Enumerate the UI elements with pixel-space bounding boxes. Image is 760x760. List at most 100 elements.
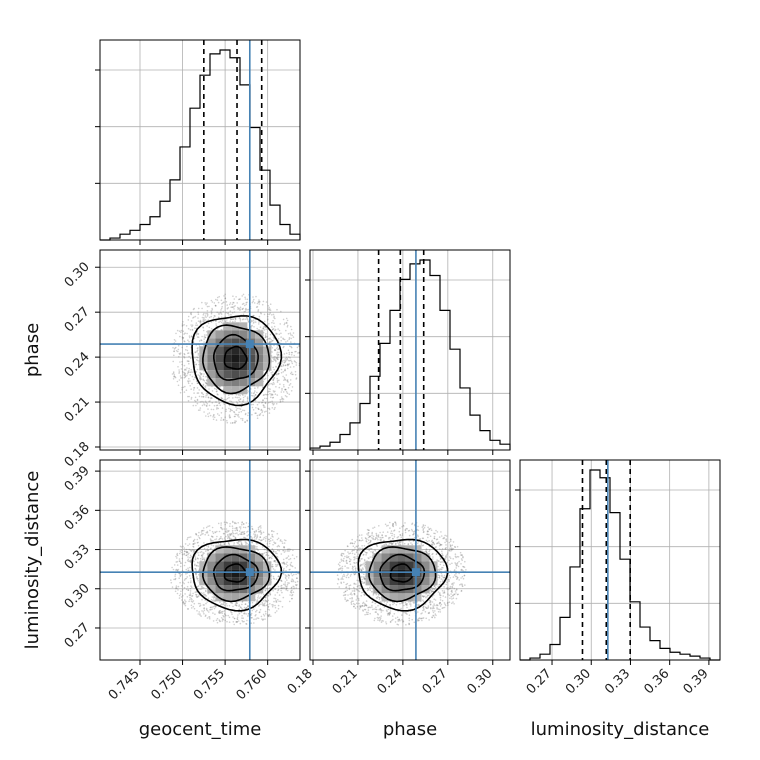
scatter-point bbox=[188, 336, 191, 339]
scatter-point bbox=[267, 608, 269, 610]
scatter-point bbox=[191, 586, 193, 589]
scatter-point bbox=[439, 592, 441, 594]
scatter-point bbox=[268, 408, 271, 411]
scatter-point bbox=[258, 321, 260, 323]
scatter-point bbox=[353, 588, 356, 590]
scatter-point bbox=[243, 533, 246, 535]
density-cell bbox=[247, 545, 256, 554]
scatter-point bbox=[411, 522, 414, 525]
scatter-point bbox=[284, 322, 286, 325]
scatter-point bbox=[262, 414, 265, 417]
scatter-point bbox=[251, 301, 254, 304]
scatter-point bbox=[275, 601, 278, 603]
scatter-point bbox=[271, 530, 273, 532]
scatter-point bbox=[427, 606, 430, 609]
scatter-point bbox=[211, 307, 213, 310]
scatter-point bbox=[363, 581, 366, 584]
scatter-point bbox=[204, 336, 207, 339]
scatter-point bbox=[428, 611, 431, 614]
scatter-point bbox=[272, 551, 275, 553]
scatter-point bbox=[280, 584, 283, 587]
scatter-point bbox=[262, 399, 264, 402]
scatter-point bbox=[417, 611, 419, 613]
scatter-point bbox=[275, 386, 277, 388]
scatter-point bbox=[285, 341, 287, 343]
scatter-point bbox=[345, 586, 348, 588]
scatter-point bbox=[178, 352, 181, 355]
scatter-point bbox=[440, 561, 443, 563]
scatter-point bbox=[282, 375, 284, 378]
scatter-point bbox=[439, 558, 442, 560]
x-tick-label: 0.760 bbox=[234, 666, 271, 703]
scatter-point bbox=[286, 589, 289, 592]
scatter-point bbox=[337, 568, 340, 571]
scatter-point bbox=[267, 393, 269, 396]
scatter-point bbox=[197, 320, 200, 323]
scatter-point bbox=[401, 533, 404, 535]
scatter-point bbox=[195, 533, 197, 535]
scatter-point bbox=[212, 414, 215, 417]
scatter-point bbox=[212, 536, 214, 538]
scatter-point bbox=[274, 561, 277, 563]
scatter-point bbox=[295, 350, 297, 353]
scatter-point bbox=[455, 588, 458, 590]
scatter-point bbox=[203, 609, 206, 611]
scatter-point bbox=[274, 406, 276, 409]
scatter-point bbox=[192, 371, 194, 374]
density-cell bbox=[223, 569, 232, 578]
scatter-point bbox=[222, 610, 224, 613]
density-cell bbox=[207, 354, 216, 363]
scatter-point bbox=[209, 538, 212, 540]
scatter-point bbox=[292, 373, 294, 376]
scatter-point bbox=[285, 586, 287, 588]
scatter-point bbox=[174, 590, 177, 593]
scatter-point bbox=[217, 399, 220, 402]
scatter-point bbox=[390, 542, 393, 545]
scatter-point bbox=[268, 340, 271, 343]
scatter-point bbox=[379, 531, 381, 534]
scatter-point bbox=[178, 330, 181, 333]
scatter-point bbox=[242, 396, 245, 399]
scatter-point bbox=[187, 352, 190, 354]
scatter-point bbox=[201, 592, 203, 595]
scatter-point bbox=[245, 541, 247, 544]
scatter-point bbox=[260, 615, 263, 618]
scatter-point bbox=[428, 550, 430, 553]
scatter-point bbox=[247, 615, 249, 617]
scatter-point bbox=[171, 586, 174, 588]
scatter-point bbox=[194, 396, 197, 399]
density-cell bbox=[255, 569, 264, 578]
scatter-point bbox=[349, 560, 351, 563]
scatter-point bbox=[242, 617, 244, 619]
scatter-point bbox=[347, 545, 349, 548]
scatter-point bbox=[220, 617, 223, 619]
scatter-point bbox=[178, 597, 181, 599]
scatter-point bbox=[454, 562, 456, 564]
scatter-point bbox=[282, 558, 285, 561]
scatter-point bbox=[437, 608, 440, 610]
scatter-point bbox=[399, 534, 402, 536]
density-cell bbox=[231, 593, 240, 602]
scatter-point bbox=[274, 606, 277, 609]
scatter-point bbox=[197, 336, 200, 339]
scatter-point bbox=[193, 316, 195, 319]
scatter-point bbox=[254, 533, 257, 536]
density-cell bbox=[397, 569, 406, 578]
scatter-point bbox=[250, 327, 253, 329]
scatter-point bbox=[421, 617, 424, 620]
scatter-point bbox=[285, 317, 288, 320]
scatter-point bbox=[224, 604, 226, 607]
density-cell bbox=[207, 362, 216, 371]
density-cell bbox=[223, 386, 232, 395]
scatter-point bbox=[198, 573, 200, 576]
density-cell bbox=[239, 593, 248, 602]
scatter-point bbox=[191, 375, 194, 378]
scatter-point bbox=[290, 325, 292, 328]
scatter-point bbox=[371, 537, 373, 539]
scatter-point bbox=[220, 299, 223, 302]
scatter-point bbox=[364, 603, 367, 606]
scatter-point bbox=[267, 533, 270, 535]
scatter-point bbox=[280, 391, 283, 393]
scatter-point bbox=[202, 319, 204, 321]
scatter-point bbox=[432, 541, 434, 544]
